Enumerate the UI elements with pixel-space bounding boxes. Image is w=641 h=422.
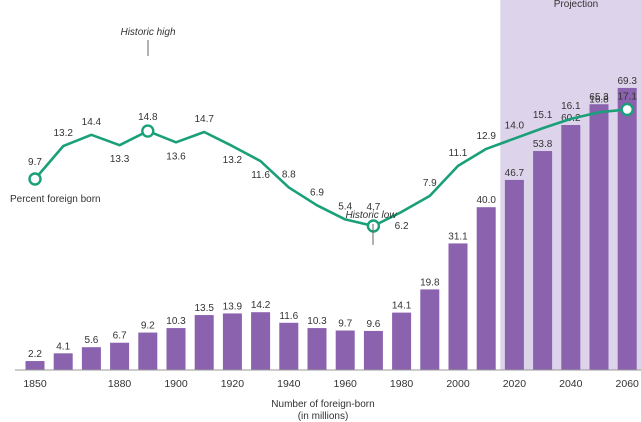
bar-label-2060: 69.3 — [617, 76, 637, 87]
bar-label-1950: 10.3 — [307, 316, 327, 327]
bar-label-1960: 9.7 — [338, 319, 352, 330]
bar-2030 — [533, 151, 553, 370]
bar-1900 — [166, 328, 186, 370]
percent-label-1940: 8.8 — [282, 169, 296, 180]
bar-label-1870: 5.6 — [84, 335, 98, 346]
bar-2040 — [561, 124, 581, 371]
x-tick-2000: 2000 — [446, 378, 470, 390]
historic-low-note: Historic low — [345, 210, 397, 221]
x-tick-2060: 2060 — [616, 378, 640, 390]
bar-label-1930: 14.2 — [251, 300, 271, 311]
bar-1890 — [138, 332, 158, 370]
bar-1960 — [335, 330, 355, 370]
bar-label-1860: 4.1 — [56, 341, 70, 352]
bar-2060 — [617, 87, 637, 370]
percent-label-1850: 9.7 — [28, 157, 42, 168]
bar-1940 — [279, 322, 299, 370]
projection-label: Projection — [554, 0, 598, 10]
marker-1890 — [141, 124, 155, 138]
bar-label-2020: 46.7 — [505, 168, 525, 179]
bar-label-1900: 10.3 — [166, 316, 186, 327]
bar-1990 — [420, 289, 440, 370]
bar-label-1880: 6.7 — [113, 331, 127, 342]
historic-high-note: Historic high — [120, 27, 175, 38]
x-axis-title-line1: Number of foreign-born — [271, 399, 374, 410]
percent-label-2040: 16.1 — [561, 101, 581, 112]
x-tick-1880: 1880 — [108, 378, 132, 390]
bar-1910 — [194, 315, 214, 370]
bar-1880 — [110, 342, 130, 370]
percent-label-1980: 6.2 — [395, 221, 409, 232]
x-tick-2040: 2040 — [559, 378, 583, 390]
percent-label-2050: 16.8 — [589, 94, 609, 105]
bar-label-1890: 9.2 — [141, 321, 155, 332]
percent-line — [34, 108, 628, 228]
bar-label-1970: 9.6 — [366, 319, 380, 330]
percent-label-2060: 17.1 — [617, 91, 637, 102]
bar-1970 — [363, 330, 383, 370]
bar-label-1990: 19.8 — [420, 277, 440, 288]
bar-label-1980: 14.1 — [392, 301, 412, 312]
bar-label-1850: 2.2 — [28, 349, 42, 360]
bar-series — [25, 87, 637, 371]
x-tick-1980: 1980 — [390, 378, 414, 390]
bar-label-1910: 13.5 — [194, 303, 214, 314]
percent-label-2000: 11.1 — [449, 148, 468, 159]
percent-label-2020: 14.0 — [505, 121, 525, 132]
percent-label-1860: 13.2 — [53, 128, 73, 139]
bar-label-2030: 53.8 — [533, 139, 553, 150]
x-axis-title-line2: (in millions) — [298, 411, 349, 422]
bar-1860 — [53, 353, 73, 370]
x-tick-2020: 2020 — [503, 378, 527, 390]
bar-label-2000: 31.1 — [448, 231, 468, 242]
percent-label-1950: 6.9 — [310, 187, 324, 198]
x-tick-1850: 1850 — [23, 378, 47, 390]
percent-label-1970: 4.7 — [366, 202, 380, 213]
bar-2020 — [504, 179, 524, 370]
bar-label-2010: 40.0 — [476, 195, 496, 206]
bar-1950 — [307, 328, 327, 370]
percent-label-1920: 13.2 — [223, 155, 243, 166]
percent-label-1930: 11.6 — [251, 170, 270, 181]
x-tick-1960: 1960 — [334, 378, 358, 390]
bar-label-1940: 11.6 — [279, 311, 298, 322]
bar-2000 — [448, 243, 468, 370]
percent-value-labels: 9.7 13.2 14.4 13.3 14.8 13.6 14.7 13.2 11.6 8.8 6.… — [28, 91, 637, 231]
x-tick-labels: 1850 1880 1900 1920 1940 1960 1980 2000 2020 2040… — [23, 378, 639, 390]
percent-label-1910: 14.7 — [194, 114, 214, 125]
x-tick-1900: 1900 — [164, 378, 188, 390]
bar-1930 — [251, 312, 271, 370]
x-tick-1920: 1920 — [221, 378, 245, 390]
marker-2060 — [620, 102, 634, 117]
percent-label-1960: 5.4 — [338, 201, 352, 212]
percent-label-1990: 7.9 — [423, 178, 437, 189]
percent-label-1880: 13.3 — [110, 154, 130, 165]
percent-label-1870: 14.4 — [82, 117, 102, 128]
bar-1920 — [222, 313, 242, 370]
percent-label-2030: 15.1 — [533, 110, 553, 121]
percent-label-1890: 14.8 — [138, 112, 158, 123]
bar-1980 — [392, 312, 412, 370]
bar-2010 — [476, 207, 496, 370]
percent-label-2010: 12.9 — [476, 131, 496, 142]
bar-label-2050: 65.3 — [589, 92, 609, 103]
line-series-label: Percent foreign born — [10, 194, 101, 205]
bar-2050 — [589, 104, 609, 370]
percent-label-1900: 13.6 — [166, 151, 186, 162]
marker-1850 — [28, 172, 42, 186]
bar-1850 — [25, 361, 45, 370]
x-tick-1940: 1940 — [277, 378, 301, 390]
bar-1870 — [81, 347, 101, 370]
bar-label-1920: 13.9 — [223, 301, 243, 312]
